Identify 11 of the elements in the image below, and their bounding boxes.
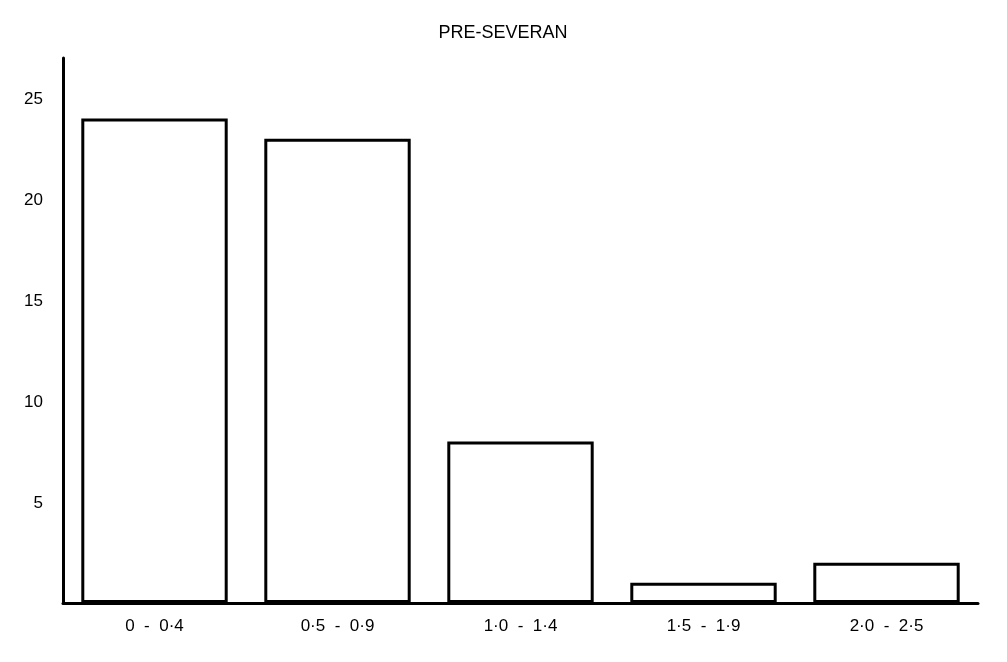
x-tick-label: 2·0 - 2·5 (849, 616, 924, 635)
x-tick-label: 0·5 - 0·9 (300, 616, 375, 635)
x-tick-label: 1·0 - 1·4 (483, 616, 558, 635)
chart-title: PRE-SEVERAN (438, 22, 568, 42)
x-tick-label: 1·5 - 1·9 (666, 616, 741, 635)
y-tick-label: 10 (24, 391, 43, 411)
y-tick-label: 15 (24, 290, 43, 310)
y-tick-label: 20 (24, 189, 43, 209)
y-tick-label: 5 (33, 492, 43, 512)
y-tick-label: 25 (24, 88, 43, 108)
x-tick-label: 0 - 0·4 (125, 616, 184, 635)
